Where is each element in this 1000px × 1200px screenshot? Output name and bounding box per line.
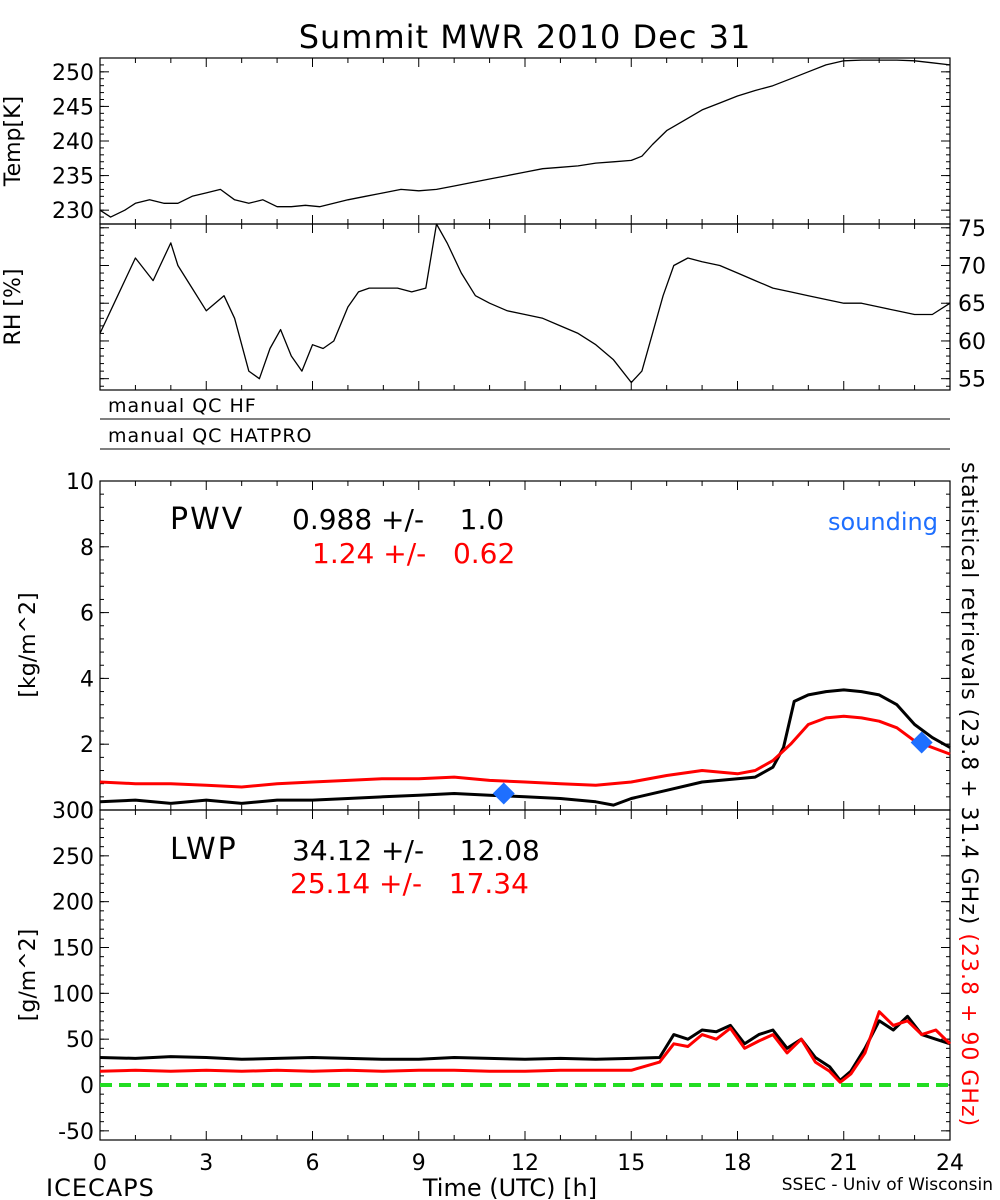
pwv-ytick-label: 6 [80,602,94,627]
chart-title: Summit MWR 2010 Dec 31 [299,18,752,56]
lwp-ytick-label: 300 [52,799,94,824]
temp-series-line [99,59,951,218]
sounding-marker [910,731,933,754]
rh-ylabel: RH [%] [1,269,26,346]
humidity-panel: 55 60 65 70 75 RH [%] [1,217,986,393]
right-label-part2: (23.8 + 90 GHz) [956,933,981,1127]
sounding-marker [492,782,515,805]
x-tick-label: 12 [511,1151,539,1176]
lwp-ylabel: [g/m^2] [16,929,41,1021]
right-label-part1: statistical retrievals (23.8 + 31.4 GHz) [956,462,981,925]
x-tick-label: 21 [830,1151,858,1176]
temp-ytick-label: 235 [52,165,94,190]
x-tick-label: 3 [199,1151,213,1176]
lwp-black-stat: 34.12 +/- 12.08 [292,834,540,867]
pwv-ytick-label: 8 [80,536,94,561]
footer-left: ICECAPS [46,1174,155,1200]
rh-ytick-label: 70 [958,255,986,280]
rh-ytick-label: 65 [958,292,986,317]
qc-rows: manual QC HF manual QC HATPRO [100,395,950,450]
temp-frame [99,57,951,225]
qc-row-hf: manual QC HF [108,395,257,417]
rh-ytick-label: 60 [958,330,986,355]
pwv-ytick-label: 0 [80,799,94,824]
lwp-ytick-label: 100 [52,982,94,1007]
pwv-ytick-label: 10 [66,470,94,495]
pwv-name: PWV [170,502,244,537]
rh-series-line [99,223,951,384]
temp-ytick-label: 240 [52,130,94,155]
temp-ytick-label: 250 [52,61,94,86]
pwv-red-stat: 1.24 +/- 0.62 [312,537,515,570]
qc-row-hatpro: manual QC HATPRO [108,425,313,447]
lwp-red-stat: 25.14 +/- 17.34 [290,867,529,900]
temperature-panel: 230 235 240 245 250 Temp[K] [1,57,951,225]
footer-right: SSEC - Univ of Wisconsin [782,1175,993,1195]
temp-ytick-label: 230 [52,199,94,224]
footer-center: Time (UTC) [h] [422,1174,597,1200]
lwp-ytick-label: -50 [58,1120,94,1145]
x-tick-label: 0 [93,1151,107,1176]
pwv-ylabel: [kg/m^2] [16,592,41,697]
right-vertical-label: statistical retrievals (23.8 + 31.4 GHz)… [956,462,981,1127]
x-tick-label: 18 [724,1151,752,1176]
lwp-ytick-label: 150 [52,937,94,962]
pwv-ytick-label: 2 [80,733,94,758]
x-tick-label: 15 [617,1151,645,1176]
pwv-series-line [99,688,951,807]
pwv-ytick-label: 4 [80,667,94,692]
lwp-ytick-label: 50 [66,1028,94,1053]
lwp-name: LWP [170,832,238,867]
temp-ytick-label: 245 [52,95,94,120]
lwp-ytick-label: 0 [80,1074,94,1099]
lwp-panel: -50 0 50 100 150 200 250 300 [g/m^2] 0 3 6 9 12 15 18 21… [16,799,964,1176]
x-tick-label: 24 [936,1151,964,1176]
sounding-label: sounding [828,508,938,536]
lwp-ytick-label: 200 [52,891,94,916]
lwp-series-line [99,1010,952,1084]
rh-ytick-label: 55 [958,368,986,393]
temp-ylabel: Temp[K] [1,96,26,187]
lwp-series-line [99,1014,951,1082]
pwv-panel: 0 2 4 6 8 10 [kg/m^2] [16,470,951,824]
pwv-black-stat: 0.988 +/- 1.0 [292,503,504,536]
rh-ytick-label: 75 [958,217,986,242]
lwp-ytick-label: 250 [52,845,94,870]
x-tick-label: 9 [412,1151,426,1176]
pwv-series-line [99,714,951,789]
x-tick-label: 6 [306,1151,320,1176]
rh-frame [99,223,951,391]
